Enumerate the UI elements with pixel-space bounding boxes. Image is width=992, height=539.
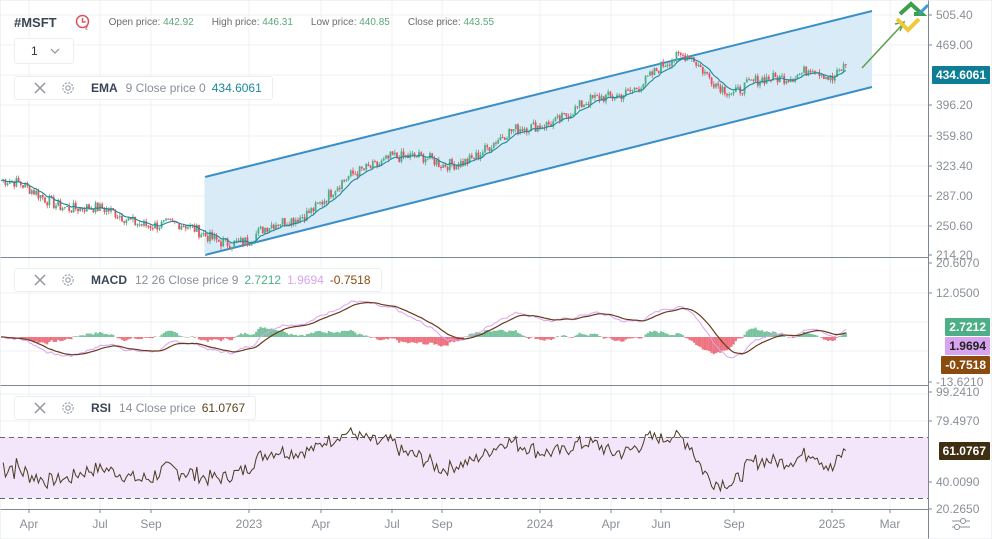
period-value: 1 — [31, 44, 38, 58]
axis-tick-label: 99.2410 — [936, 385, 980, 399]
macd-legend: MACD 12 26 Close price 9 2.7212 1.9694 -… — [14, 268, 382, 292]
axis-tick-label: 20.6070 — [936, 256, 980, 270]
time-tick-label: Jun — [651, 517, 671, 531]
ema-legend: EMA 9 Close price 0 434.6061 — [14, 76, 273, 100]
rsi-line — [2, 426, 847, 493]
signal-tag: 1.9694 — [945, 337, 990, 355]
signal-value: 1.9694 — [287, 273, 324, 287]
axis-tick-label: 323.40 — [936, 159, 973, 173]
ema-line — [0, 57, 847, 244]
svg-text:z: z — [85, 26, 88, 31]
ema-value: 434.6061 — [211, 81, 262, 95]
rsi-tag: 61.0767 — [938, 442, 990, 460]
time-tick-label: 2024 — [526, 517, 554, 531]
period-selector[interactable]: 1 — [14, 38, 74, 64]
axis-tick-label: 396.20 — [936, 98, 973, 112]
rsi-value: 61.0767 — [201, 401, 246, 415]
time-tick-label: Mar — [879, 517, 901, 531]
gear-icon[interactable] — [61, 273, 75, 287]
macd-params: 12 26 Close price 9 — [135, 273, 239, 287]
trend-arrow — [861, 24, 903, 69]
axis-tick-label: 20.2650 — [936, 502, 980, 516]
axis-tick-label: 79.4970 — [936, 414, 980, 428]
axis-tick-label: 359.80 — [936, 129, 973, 143]
rsi-params: 14 Close price — [119, 401, 196, 415]
gear-icon[interactable] — [61, 401, 75, 415]
axis-tick-label: 469.00 — [936, 38, 973, 52]
gear-icon[interactable] — [61, 81, 75, 95]
rsi-legend: RSI 14 Close price 61.0767 — [14, 396, 257, 420]
time-tick-label: Apr — [311, 517, 331, 531]
axis-tick-label: -13.6210 — [936, 375, 984, 389]
close-price: Close price: 443.55 — [407, 16, 495, 28]
ema-params: 9 Close price 0 — [125, 81, 206, 95]
symbol-name: #MSFT — [14, 14, 57, 30]
candles — [2, 50, 847, 252]
close-icon[interactable] — [33, 273, 47, 287]
histogram-tag: -0.7518 — [941, 356, 990, 374]
clock-icon[interactable]: z — [75, 14, 91, 30]
time-tick-label: Sep — [723, 517, 745, 531]
axis-tick-label: 250.60 — [936, 219, 973, 233]
sliders-icon[interactable] — [950, 516, 972, 532]
axis-tick-label: 214.20 — [936, 248, 973, 262]
macd-line — [1, 301, 847, 356]
macd-value: 2.7212 — [244, 273, 282, 287]
time-tick-label: 2023 — [235, 517, 263, 531]
axis-tick-label: 505.40 — [936, 8, 973, 22]
channel-upper — [204, 10, 873, 178]
rsi-band — [0, 437, 928, 498]
symbol-header: #MSFT z Open price: 442.92 High price: 4… — [14, 14, 504, 31]
macd-tag: 2.7212 — [945, 318, 990, 336]
axis-tick-label: 287.00 — [936, 189, 973, 203]
open-price: Open price: 442.92 — [108, 16, 194, 28]
time-tick-label: Sep — [431, 517, 453, 531]
ema-name: EMA — [91, 81, 118, 95]
brand-logo-icon — [895, 1, 930, 33]
signal-line — [0, 300, 847, 359]
time-tick-label: Jul — [92, 517, 108, 531]
macd-name: MACD — [91, 273, 127, 287]
time-tick-label: Apr — [19, 517, 39, 531]
time-tick-label: Apr — [601, 517, 621, 531]
low-price: Low price: 440.85 — [310, 16, 390, 28]
close-icon[interactable] — [33, 401, 47, 415]
time-tick-label: 2025 — [818, 517, 846, 531]
time-tick-label: Sep — [140, 517, 162, 531]
axis-tick-label: 40.0090 — [936, 475, 980, 489]
histogram-value: -0.7518 — [329, 273, 371, 287]
time-tick-label: Jul — [384, 517, 400, 531]
rsi-name: RSI — [91, 401, 112, 415]
last-price-tag: 434.6061 — [931, 66, 990, 84]
channel-lower — [204, 86, 873, 256]
macd-histogram — [2, 326, 847, 355]
close-icon[interactable] — [33, 81, 47, 95]
axis-tick-label: 12.0500 — [936, 286, 980, 300]
chevron-down-icon — [50, 48, 60, 54]
high-price: High price: 446.31 — [211, 16, 293, 28]
